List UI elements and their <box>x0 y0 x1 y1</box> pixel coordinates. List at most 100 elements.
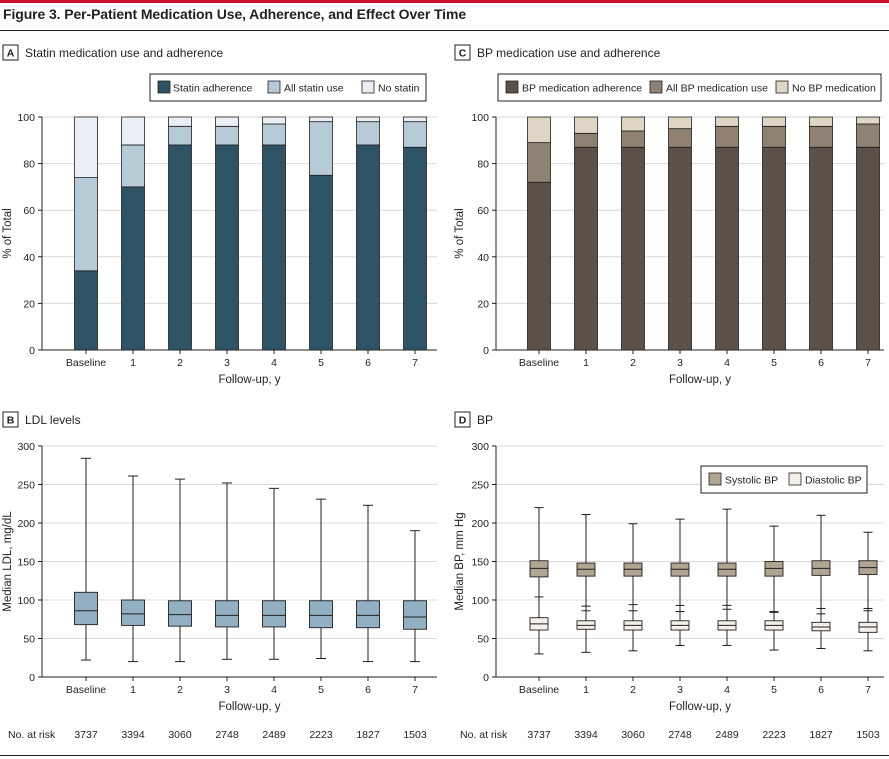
y-axis-title: Median BP, mm Hg <box>454 512 466 610</box>
risk-value: 1503 <box>856 729 880 741</box>
x-tick-label: 4 <box>271 357 277 369</box>
risk-value: 1827 <box>809 729 833 741</box>
legend-label: BP medication adherence <box>522 83 642 95</box>
box-plot <box>215 482 239 660</box>
legend-swatch <box>775 80 789 94</box>
bar-segment <box>856 123 880 148</box>
box-iqr <box>74 591 98 626</box>
box-plot <box>670 518 690 613</box>
bar-segment <box>621 116 645 132</box>
box-plot <box>623 523 643 612</box>
box-plot <box>529 596 549 655</box>
y-tick-label: 150 <box>17 557 35 569</box>
x-tick-label: 1 <box>583 357 589 369</box>
title-rule <box>0 30 889 31</box>
legend-label: Statin adherence <box>173 83 253 95</box>
x-tick-label: 7 <box>412 684 418 696</box>
box-plot <box>858 607 878 652</box>
box-plot <box>529 507 549 619</box>
panel-badge <box>454 44 471 61</box>
panel-title: LDL levels <box>25 413 81 427</box>
box-plot <box>576 514 596 612</box>
risk-table-left: No. at risk 3737 3394 3060 2748 2489 2223 1827 1… <box>8 729 427 741</box>
bar-segment <box>715 146 739 351</box>
box-plot <box>717 604 737 646</box>
x-tick-label: 4 <box>724 684 730 696</box>
top-accent-bar <box>0 0 889 3</box>
risk-value: 3737 <box>527 729 551 741</box>
bar-segment <box>309 116 333 123</box>
x-tick-label: 7 <box>865 684 871 696</box>
x-tick-label: 6 <box>818 357 824 369</box>
risk-table-right: No. at risk 3737 3394 3060 2748 2489 2223 1827 1… <box>460 729 880 741</box>
y-tick-label: 40 <box>23 252 35 264</box>
x-axis-title: Follow-up, y <box>669 374 731 386</box>
y-tick-label: 0 <box>483 345 489 357</box>
bar-segment <box>168 116 192 127</box>
y-tick-label: 100 <box>17 595 35 607</box>
bar-segment <box>168 144 192 351</box>
panel-title: BP <box>477 413 493 427</box>
bar-segment <box>809 116 833 127</box>
risk-value: 2489 <box>715 729 739 741</box>
bar-segment <box>262 116 286 125</box>
x-tick-label: Baseline <box>66 684 106 696</box>
x-tick-label: 7 <box>865 357 871 369</box>
x-tick-label: 1 <box>130 357 136 369</box>
risk-value: 2748 <box>215 729 239 741</box>
x-tick-label: 6 <box>365 684 371 696</box>
box-plot <box>168 478 192 663</box>
bar-segment <box>262 144 286 351</box>
legend-swatch <box>649 80 663 94</box>
box-plot <box>576 605 596 653</box>
legend-label: No statin <box>378 83 420 95</box>
box-plot <box>811 607 831 650</box>
legend-label: Systolic BP <box>725 475 778 487</box>
bar-segment <box>715 125 739 148</box>
y-axis-title: % of Total <box>2 208 14 258</box>
panel-badge <box>454 411 471 428</box>
y-tick-label: 50 <box>23 634 35 646</box>
panel-title: Statin medication use and adherence <box>25 46 223 60</box>
box-plot <box>356 504 380 663</box>
x-tick-label: Baseline <box>66 357 106 369</box>
risk-value: 3737 <box>74 729 98 741</box>
y-tick-label: 60 <box>23 205 35 217</box>
x-axis-title: Follow-up, y <box>219 374 281 386</box>
x-axis-title: Follow-up, y <box>219 701 281 713</box>
y-tick-label: 40 <box>477 252 489 264</box>
legend-label: All BP medication use <box>666 83 768 95</box>
legend-swatch <box>157 80 171 94</box>
bar-segment <box>527 116 551 144</box>
panel-d: D BP 0 50 100 150 200 250 300 Baseline 1 2 3 4 5 6 7 Foll… <box>454 411 884 713</box>
legend-swatch <box>361 80 375 94</box>
box-iqr <box>262 600 286 628</box>
x-tick-label: 7 <box>412 357 418 369</box>
bar-segment <box>762 116 786 127</box>
bar-segment <box>574 146 598 351</box>
y-tick-label: 20 <box>477 298 489 310</box>
bar-segment <box>856 146 880 351</box>
bar-segment <box>668 128 692 148</box>
x-tick-label: 5 <box>318 684 324 696</box>
risk-table-label: No. at risk <box>8 729 56 741</box>
y-tick-label: 20 <box>23 298 35 310</box>
y-tick-label: 50 <box>477 634 489 646</box>
box-plot <box>309 498 333 660</box>
risk-value: 2489 <box>262 729 286 741</box>
panel-badge-letter: C <box>459 48 467 60</box>
y-tick-label: 80 <box>477 159 489 171</box>
box-iqr <box>403 600 427 630</box>
bar-segment <box>403 121 427 148</box>
bar-segment <box>168 125 192 146</box>
bar-segment <box>715 116 739 127</box>
y-tick-label: 60 <box>477 205 489 217</box>
x-tick-label: 4 <box>271 684 277 696</box>
box-plot <box>764 611 784 651</box>
box-iqr <box>356 600 380 629</box>
risk-value: 1503 <box>403 729 427 741</box>
box-plot <box>858 531 878 612</box>
bar-segment <box>856 116 880 125</box>
figure-title: Figure 3. Per-Patient Medication Use, Ad… <box>3 6 467 22</box>
